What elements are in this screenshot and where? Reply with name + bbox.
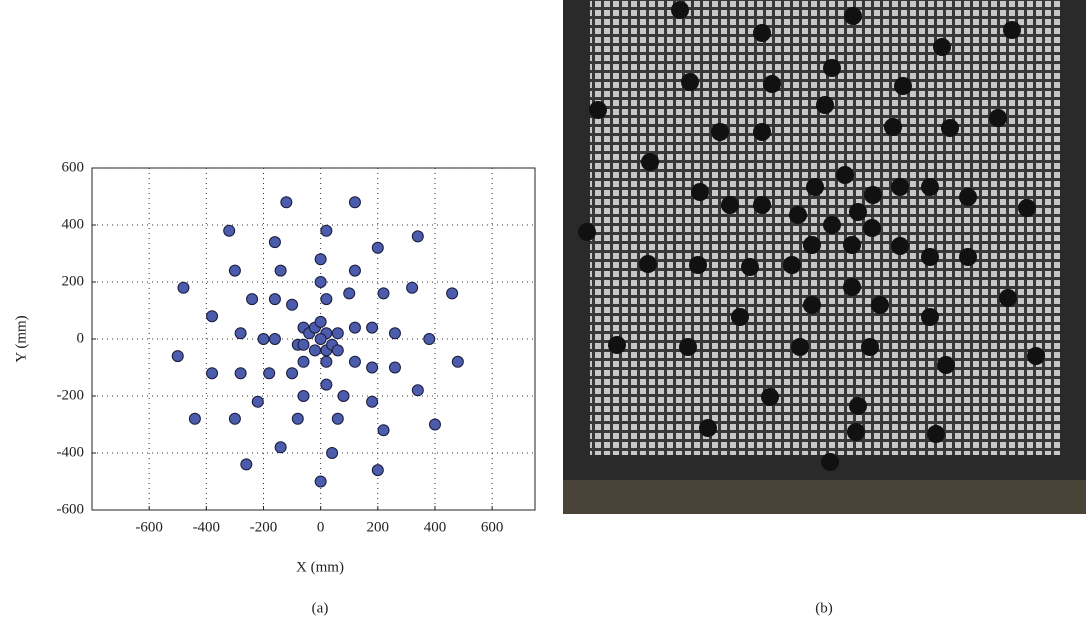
point <box>320 355 333 368</box>
point <box>274 441 287 454</box>
plot-frame <box>91 167 536 511</box>
point <box>348 264 361 277</box>
point <box>274 264 287 277</box>
point <box>411 230 424 243</box>
point <box>234 327 247 340</box>
point <box>246 293 259 306</box>
point <box>314 475 327 488</box>
point <box>314 333 327 345</box>
point <box>228 412 241 425</box>
point <box>331 412 344 425</box>
panel-label: (a) <box>312 600 329 616</box>
point <box>291 412 304 425</box>
point <box>234 367 247 380</box>
y-tick-label: -200 <box>57 387 85 403</box>
point <box>366 395 379 408</box>
point <box>348 196 361 209</box>
point <box>331 327 344 340</box>
point <box>297 355 310 368</box>
x-tick-label: -200 <box>250 519 278 535</box>
x-axis-label: X (mm) <box>296 559 344 575</box>
point <box>320 293 333 306</box>
point <box>406 281 419 294</box>
x-tick-label: -400 <box>193 519 221 535</box>
y-tick-label: 400 <box>62 216 85 232</box>
point <box>251 395 264 408</box>
point <box>331 344 344 357</box>
point <box>428 418 441 431</box>
panel-label: (b) <box>815 600 833 616</box>
y-tick-label: 200 <box>62 273 85 289</box>
y-tick-label: 600 <box>62 159 85 175</box>
point <box>171 350 184 363</box>
point <box>206 310 219 323</box>
point <box>348 321 361 334</box>
point <box>308 344 321 357</box>
point <box>286 298 299 311</box>
point <box>223 224 236 237</box>
x-tick-label: -600 <box>135 519 163 535</box>
point <box>297 390 310 402</box>
point <box>257 333 270 345</box>
point <box>366 361 379 374</box>
point <box>451 355 464 368</box>
point <box>320 224 333 237</box>
point <box>423 333 436 345</box>
point <box>228 264 241 277</box>
point <box>177 281 190 294</box>
point <box>446 287 459 300</box>
point <box>388 361 401 374</box>
y-tick-label: -400 <box>57 444 85 460</box>
y-tick-label: -600 <box>57 501 85 517</box>
point <box>314 315 327 328</box>
point <box>188 412 201 425</box>
y-tick-label: 0 <box>77 330 85 346</box>
point <box>337 390 350 402</box>
x-tick-label: 0 <box>317 519 325 535</box>
point <box>314 276 327 288</box>
point <box>314 253 327 266</box>
point <box>263 367 276 380</box>
point <box>343 287 356 300</box>
photo <box>563 0 1086 514</box>
point <box>280 196 293 209</box>
point <box>377 424 390 437</box>
point <box>320 378 333 391</box>
point <box>286 367 299 380</box>
y-axis-label: Y (mm) <box>13 315 29 362</box>
point <box>366 321 379 334</box>
point <box>206 367 219 380</box>
point <box>377 287 390 300</box>
point <box>297 338 310 351</box>
point <box>240 458 253 471</box>
x-tick-label: 600 <box>481 519 504 535</box>
point <box>371 464 384 477</box>
point <box>388 327 401 340</box>
point <box>326 447 339 459</box>
point <box>348 355 361 368</box>
x-tick-label: 200 <box>367 519 390 535</box>
point <box>371 241 384 254</box>
point <box>411 384 424 397</box>
point <box>268 293 281 306</box>
x-tick-label: 400 <box>424 519 447 535</box>
point <box>268 333 281 345</box>
point <box>268 236 281 249</box>
